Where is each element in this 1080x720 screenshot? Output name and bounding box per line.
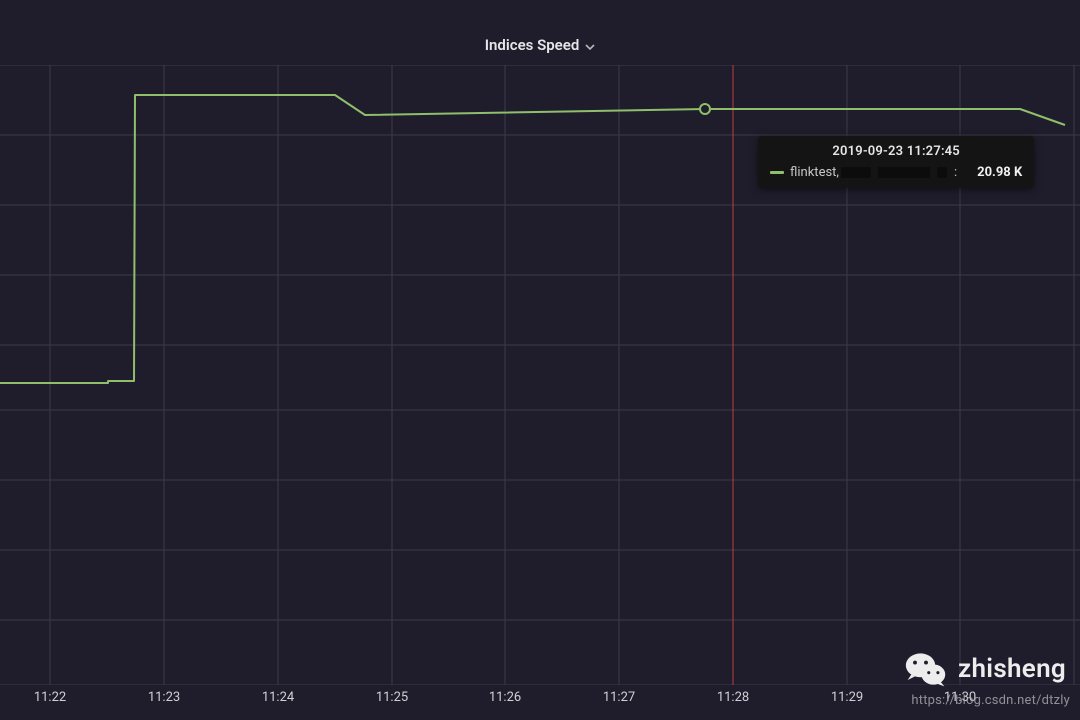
- source-url: https://blog.csdn.net/dtzly: [911, 693, 1070, 708]
- panel-header: Indices Speed: [0, 30, 1080, 60]
- x-axis-tick-label: 11:26: [489, 690, 521, 705]
- tooltip-series-swatch-icon: [770, 171, 784, 174]
- watermark: zhisheng: [904, 650, 1066, 688]
- panel-menu-caret-icon: [585, 36, 595, 54]
- tooltip-series-value: 20.98 K: [977, 165, 1022, 180]
- panel-title[interactable]: Indices Speed: [485, 36, 596, 54]
- panel-title-text: Indices Speed: [485, 36, 580, 54]
- x-axis-tick-label: 11:23: [148, 690, 180, 705]
- wechat-icon: [904, 650, 948, 688]
- x-axis-tick-label: 11:24: [262, 690, 294, 705]
- tooltip-series-row: flinktest, : 20.98 K: [770, 165, 1022, 180]
- tooltip-timestamp: 2019-09-23 11:27:45: [770, 144, 1022, 159]
- x-axis-tick-label: 11:22: [34, 690, 66, 705]
- x-axis-tick-label: 11:29: [831, 690, 863, 705]
- x-axis-tick-label: 11:25: [376, 690, 408, 705]
- x-axis-tick-label: 11:27: [603, 690, 635, 705]
- tooltip-series-label: flinktest, :: [790, 165, 957, 180]
- x-axis-tick-label: 11:28: [717, 690, 749, 705]
- chart-panel: Indices Speed 11:22 11:23 11:24 11:25 11:26 1…: [0, 0, 1080, 720]
- watermark-text: zhisheng: [958, 654, 1066, 684]
- hover-tooltip: 2019-09-23 11:27:45 flinktest, : 20.98 K: [758, 136, 1034, 188]
